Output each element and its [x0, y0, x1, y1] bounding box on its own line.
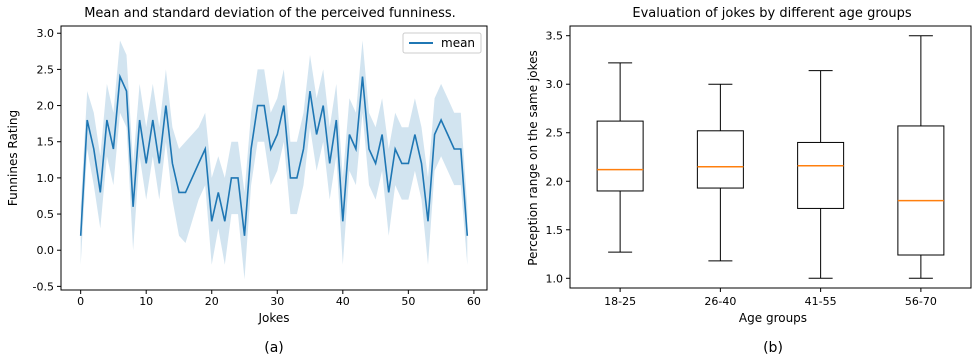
chart-b-title: Evaluation of jokes by different age gro…	[632, 6, 911, 21]
chart-a-x-axis-label: Jokes	[257, 311, 289, 325]
x-tick-label: 10	[139, 295, 153, 308]
y-tick-label: 3.0	[37, 27, 55, 40]
y-tick-label: 2.0	[37, 100, 55, 113]
x-tick-label: 60	[467, 295, 481, 308]
x-tick-label: 41-55	[805, 295, 837, 308]
chart-b-caption: (b)	[763, 340, 783, 356]
y-tick-label: 2.0	[546, 175, 564, 188]
y-tick-label: 2.5	[546, 127, 564, 140]
chart-b-plot-frame	[569, 25, 972, 289]
chart-a-legend-label: mean	[441, 36, 475, 50]
chart-a-plot-frame	[60, 25, 488, 291]
x-tick-label: 0	[77, 295, 84, 308]
box-41-55	[797, 70, 845, 279]
iqr-box	[797, 141, 845, 209]
iqr-box	[897, 125, 945, 256]
chart-a-title: Mean and standard deviation of the perce…	[84, 6, 456, 21]
y-tick-label: 1.0	[546, 272, 564, 285]
y-tick-label: 1.5	[37, 136, 55, 149]
y-tick-label: 0.5	[37, 208, 55, 221]
y-tick-label: 3.5	[546, 30, 564, 43]
box-56-70	[897, 35, 945, 279]
box-26-40	[696, 83, 744, 262]
x-tick-label: 50	[401, 295, 415, 308]
x-tick-label: 18-25	[604, 295, 636, 308]
chart-a-caption: (a)	[264, 340, 284, 356]
std-band	[80, 40, 468, 280]
mean-line	[79, 73, 469, 236]
chart-b-y-axis-label: Perception range on the same jokes	[526, 50, 540, 266]
y-tick-label: 3.0	[546, 78, 564, 91]
x-tick-label: 30	[270, 295, 284, 308]
y-tick-label: -0.5	[33, 280, 54, 293]
y-tick-label: 0.0	[37, 244, 55, 257]
chart-b-x-axis-label: Age groups	[739, 311, 807, 325]
y-tick-label: 1.0	[37, 172, 55, 185]
iqr-box	[696, 130, 744, 189]
x-tick-label: 56-70	[905, 295, 937, 308]
chart-a: Mean and standard deviation of the perce…	[6, 6, 488, 356]
box-18-25	[596, 62, 644, 253]
x-tick-label: 20	[205, 295, 219, 308]
chart-a-legend: mean	[402, 32, 482, 54]
y-tick-label: 1.5	[546, 224, 564, 237]
y-tick-label: 2.5	[37, 63, 55, 76]
iqr-box	[596, 120, 644, 192]
x-tick-label: 40	[336, 295, 350, 308]
chart-a-y-axis-label: Funnines Rating	[6, 110, 20, 206]
chart-a-legend-box	[402, 32, 482, 54]
chart-b: Evaluation of jokes by different age gro…	[526, 6, 972, 356]
x-tick-label: 26-40	[704, 295, 736, 308]
